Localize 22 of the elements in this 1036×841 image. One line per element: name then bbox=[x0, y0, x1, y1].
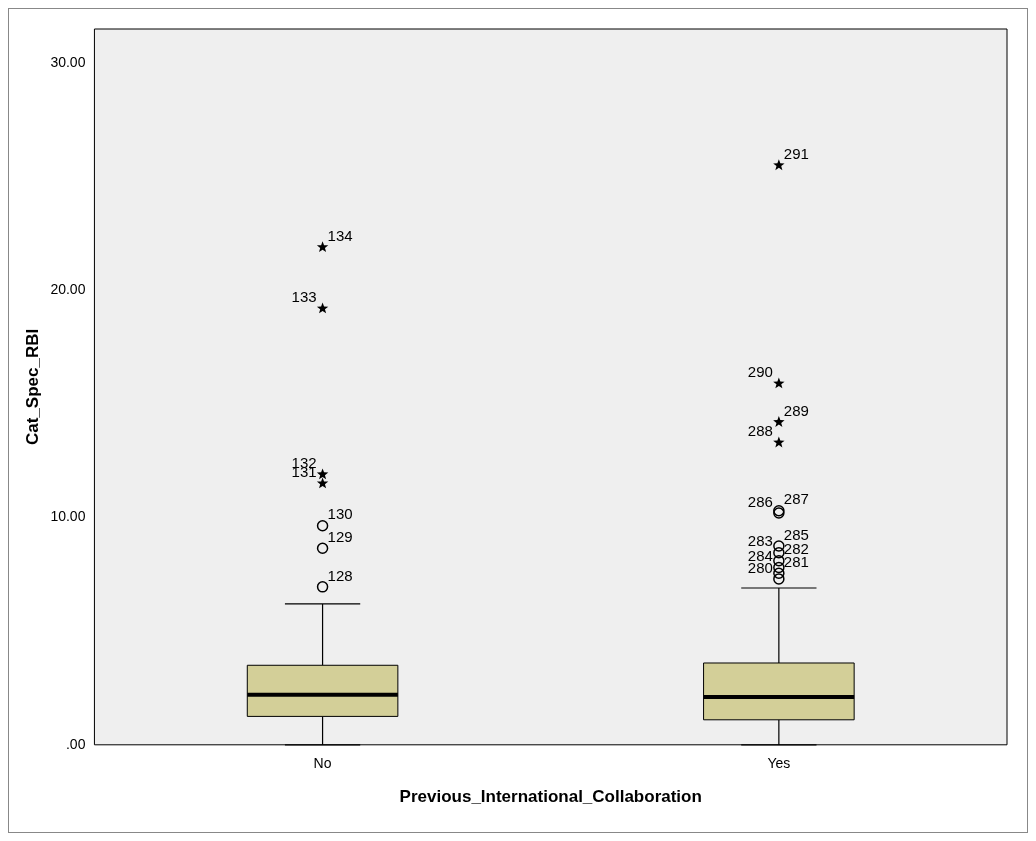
y-tick-label: 20.00 bbox=[50, 281, 86, 298]
annotation: 288 bbox=[747, 422, 773, 440]
annotation: 134 bbox=[327, 226, 353, 244]
x-tick-label: No bbox=[313, 755, 332, 772]
annotation: 287 bbox=[783, 490, 809, 508]
x-tick-label: Yes bbox=[767, 755, 791, 772]
annotation: 289 bbox=[783, 401, 809, 419]
x-axis-title: Previous_International_Collaboration bbox=[399, 787, 702, 807]
annotation: 128 bbox=[327, 566, 353, 584]
annotation: 286 bbox=[747, 492, 773, 510]
annotation: 291 bbox=[783, 144, 809, 162]
annotation: 282 bbox=[783, 540, 809, 558]
annotation: 285 bbox=[783, 525, 809, 543]
annotation: 290 bbox=[747, 363, 773, 381]
y-axis-title: Cat_Spec_RBI bbox=[22, 328, 42, 446]
y-tick-label: 10.00 bbox=[50, 508, 86, 525]
annotation: 133 bbox=[291, 288, 317, 306]
y-tick-label: .00 bbox=[65, 735, 86, 752]
annotation: 129 bbox=[327, 527, 353, 545]
y-tick-label: 30.00 bbox=[50, 53, 86, 70]
annotation: 130 bbox=[327, 505, 353, 523]
annotation: 283 bbox=[747, 532, 773, 550]
